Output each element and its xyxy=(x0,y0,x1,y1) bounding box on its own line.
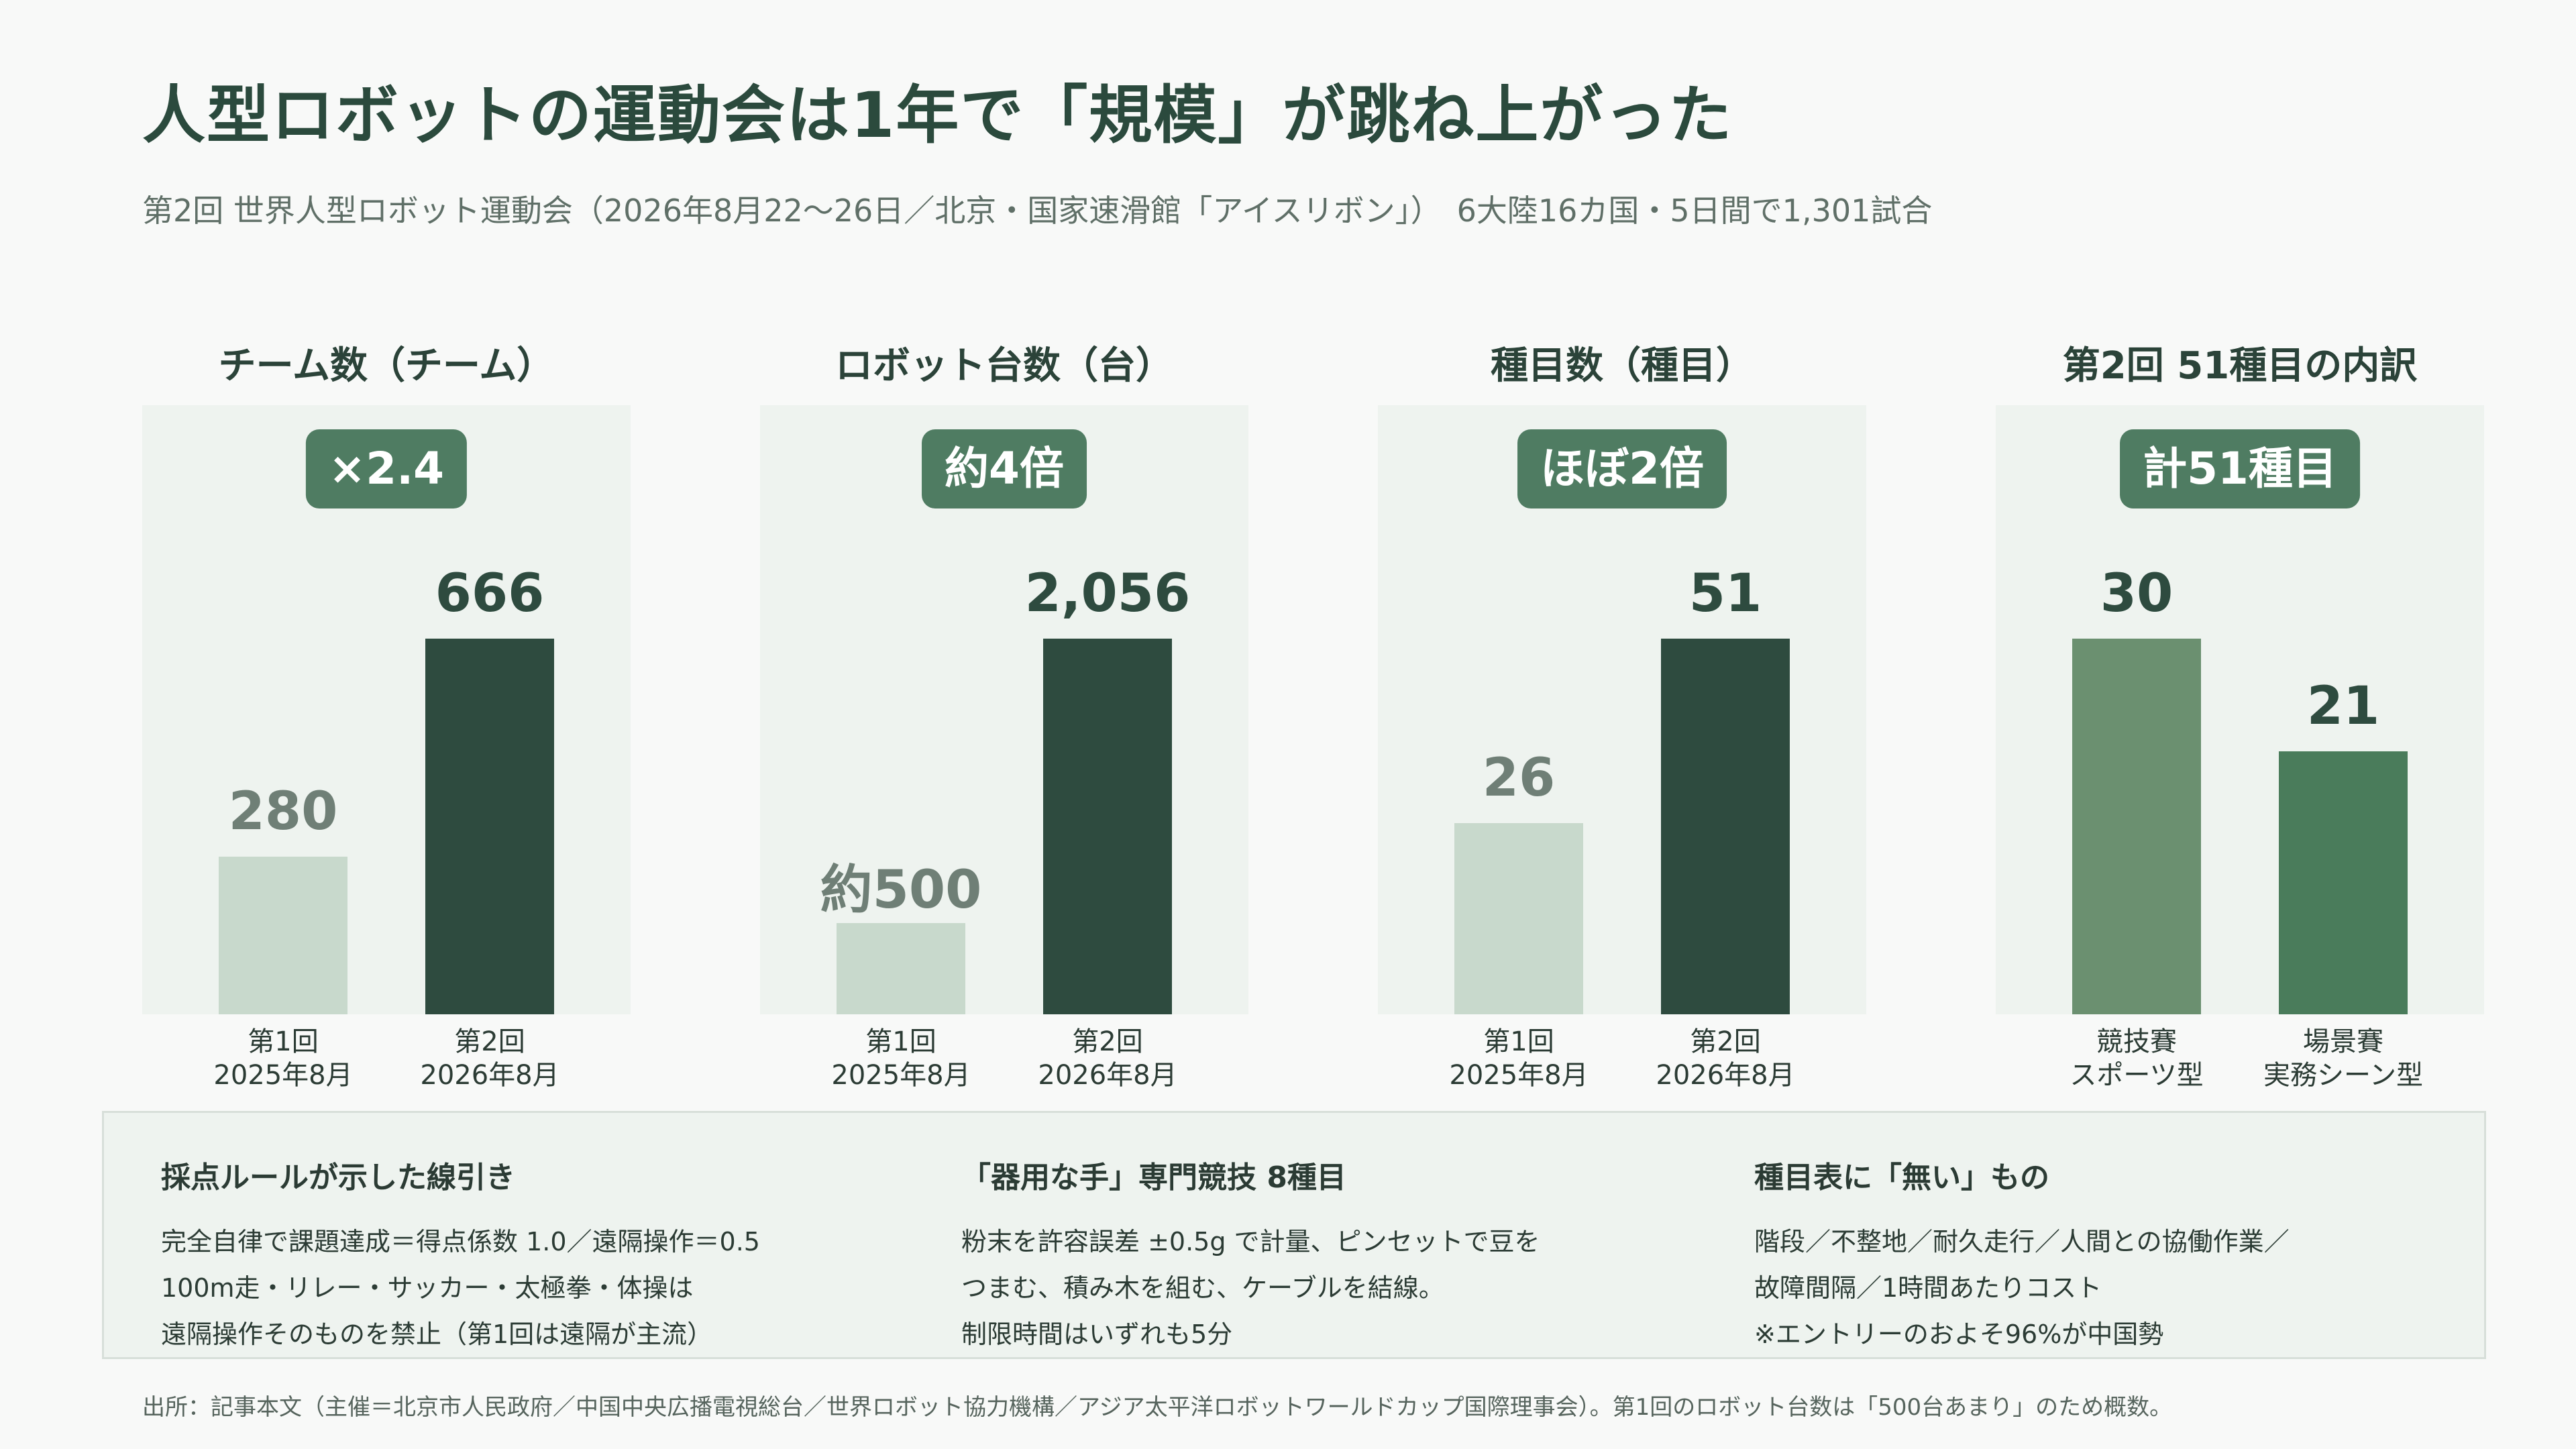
bar-value-label: 666 xyxy=(435,564,545,624)
chart-title: ロボット台数（台） xyxy=(835,344,1173,388)
category-label: 第2回 2026年8月 xyxy=(1038,1026,1177,1091)
note-dexterous-hands: 「器用な手」専門競技 8種目 粉末を許容誤差 ±0.5g で計量、ピンセットで豆… xyxy=(961,1153,1540,1358)
bar xyxy=(425,639,554,1014)
multiplier-badge: ×2.4 xyxy=(305,429,468,508)
bar xyxy=(2072,639,2201,1014)
category-label: 第2回 2026年8月 xyxy=(1656,1026,1795,1091)
note-scoring-rules: 採点ルールが示した線引き 完全自律で課題達成＝得点係数 1.0／遠隔操作＝0.5… xyxy=(161,1153,760,1358)
bar-value-label: 2,056 xyxy=(1024,564,1191,624)
chart-title: 第2回 51種目の内訳 xyxy=(2062,344,2418,388)
note-title: 「器用な手」専門競技 8種目 xyxy=(961,1161,1346,1195)
source-note: 出所：記事本文（主催＝北京市人民政府／中国中央広播電視総台／世界ロボット協力機構… xyxy=(142,1394,2173,1421)
note-line: つまむ、積み木を組む、ケーブルを結線。 xyxy=(961,1273,1444,1303)
bar-value-label: 約500 xyxy=(820,860,982,920)
bar-value-label: 280 xyxy=(228,782,338,842)
category-label: 第1回 2025年8月 xyxy=(831,1026,971,1091)
note-line: 制限時間はいずれも5分 xyxy=(961,1320,1233,1349)
bar xyxy=(1454,823,1583,1014)
note-line: 完全自律で課題達成＝得点係数 1.0／遠隔操作＝0.5 xyxy=(161,1227,760,1256)
bar xyxy=(837,923,965,1014)
note-title: 採点ルールが示した線引き xyxy=(161,1161,515,1195)
category-label: 場景賽 実務シーン型 xyxy=(2263,1026,2423,1091)
bar xyxy=(2279,751,2408,1014)
note-line: 遠隔操作そのものを禁止（第1回は遠隔が主流） xyxy=(161,1320,713,1349)
page-title: 人型ロボットの運動会は1年で「規模」が跳ね上がった xyxy=(142,79,1733,152)
category-label: 第2回 2026年8月 xyxy=(420,1026,559,1091)
note-line: 粉末を許容誤差 ±0.5g で計量、ピンセットで豆を xyxy=(961,1227,1540,1256)
multiplier-badge: ほぼ2倍 xyxy=(1517,429,1727,508)
category-label: 第1回 2025年8月 xyxy=(1449,1026,1589,1091)
bar-value-label: 30 xyxy=(2100,564,2174,624)
page-subtitle: 第2回 世界人型ロボット運動会（2026年8月22〜26日／北京・国家速滑館「ア… xyxy=(142,193,1933,229)
chart-title: チーム数（チーム） xyxy=(218,344,555,388)
bar xyxy=(1661,639,1790,1014)
note-line: 100m走・リレー・サッカー・太極拳・体操は xyxy=(161,1273,694,1303)
notes-box: 採点ルールが示した線引き 完全自律で課題達成＝得点係数 1.0／遠隔操作＝0.5… xyxy=(102,1111,2486,1359)
bar-value-label: 26 xyxy=(1482,748,1556,808)
multiplier-badge: 約4倍 xyxy=(922,429,1087,508)
note-missing-events: 種目表に「無い」もの 階段／不整地／耐久走行／人間との協働作業／ 故障間隔／1時… xyxy=(1754,1153,2290,1358)
bar xyxy=(1043,639,1172,1014)
chart-title: 種目数（種目） xyxy=(1491,344,1754,388)
bar-value-label: 51 xyxy=(1688,564,1762,624)
bar-value-label: 21 xyxy=(2306,676,2380,737)
note-title: 種目表に「無い」もの xyxy=(1754,1161,2049,1195)
note-line: ※エントリーのおよそ96%が中国勢 xyxy=(1754,1320,2164,1349)
note-line: 階段／不整地／耐久走行／人間との協働作業／ xyxy=(1754,1227,2290,1256)
note-line: 故障間隔／1時間あたりコスト xyxy=(1754,1273,2102,1303)
category-label: 競技賽 スポーツ型 xyxy=(2070,1026,2204,1091)
category-label: 第1回 2025年8月 xyxy=(213,1026,353,1091)
multiplier-badge: 計51種目 xyxy=(2120,429,2360,508)
bar xyxy=(219,857,347,1014)
